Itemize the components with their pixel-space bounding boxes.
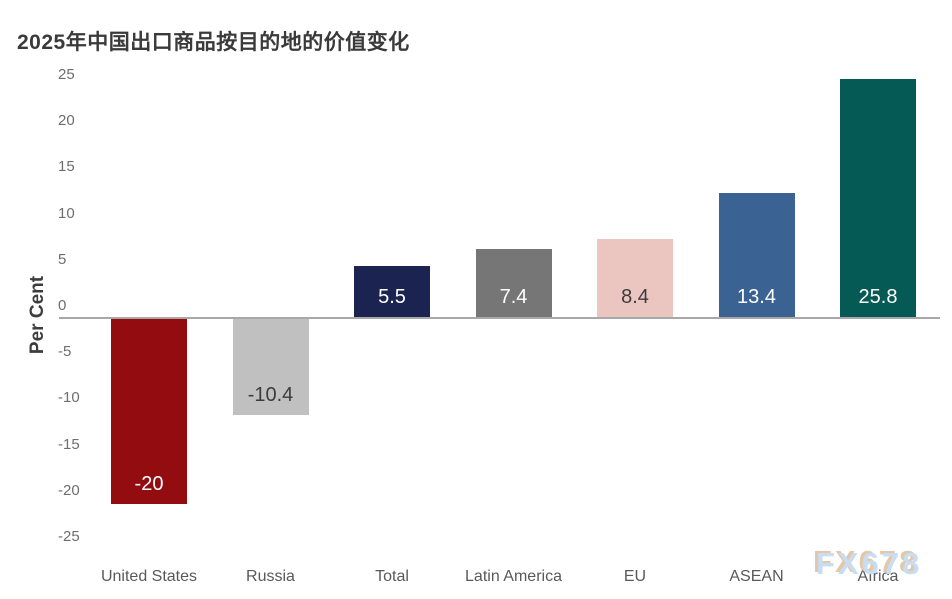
y-tick-label--10: -10	[58, 389, 80, 407]
x-axis-label-africa: Africa	[857, 568, 899, 585]
bar-value-label-asean: 13.4	[737, 285, 776, 308]
y-tick-label--5: -5	[58, 343, 72, 361]
bar-russia: -10.4	[232, 319, 309, 416]
bar-latin-america: 7.4	[475, 248, 552, 317]
x-axis-label-russia: Russia	[246, 568, 295, 585]
y-tick-label--25: -25	[58, 528, 80, 545]
bar-value-label-latin-america: 7.4	[499, 285, 528, 308]
bar-value-label-united-states: -20	[134, 472, 164, 495]
bar-total: 5.5	[354, 266, 430, 317]
bar-value-label-africa: 25.8	[858, 285, 898, 308]
y-tick-label--15: -15	[58, 435, 80, 453]
y-tick-label-0: 0	[58, 297, 67, 314]
y-tick-label-10: 10	[58, 204, 75, 222]
y-tick-label-15: 15	[58, 158, 75, 176]
bar-value-label-eu: 8.4	[621, 285, 649, 308]
zero-baseline	[59, 317, 940, 319]
y-tick-label-5: 5	[58, 250, 67, 268]
bar-africa: 25.8	[840, 78, 916, 317]
x-axis-label-latin-america: Latin America	[465, 568, 562, 585]
y-tick-label-20: 20	[58, 112, 75, 130]
x-axis-label-eu: EU	[623, 568, 647, 585]
bar-eu: 8.4	[597, 239, 673, 317]
x-axis-label-asean: ASEAN	[729, 568, 784, 585]
bar-value-label-total: 5.5	[378, 285, 406, 308]
x-axis-label-united-states: United States	[100, 568, 198, 585]
y-tick-label--20: -20	[58, 481, 80, 499]
bar-asean: 13.4	[718, 193, 795, 317]
chart-title: 2025年中国出口商品按目的地的价值变化	[17, 31, 410, 54]
y-tick-label-25: 25	[58, 66, 75, 83]
bar-united-states: -20	[111, 319, 187, 504]
bar-value-label-russia: -10.4	[247, 384, 294, 407]
x-axis-label-total: Total	[375, 568, 409, 585]
